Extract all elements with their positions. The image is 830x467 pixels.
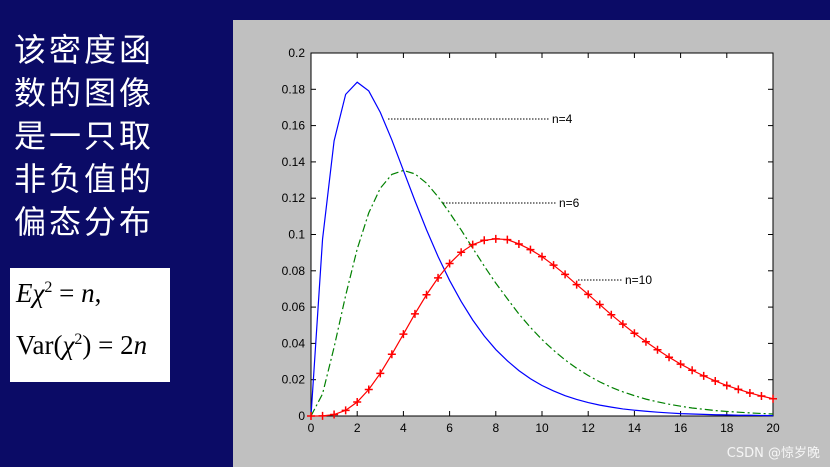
series-marker (526, 245, 535, 254)
x-tick-label: 4 (400, 421, 407, 435)
series-line (310, 81, 774, 417)
x-tick-label: 18 (720, 421, 734, 435)
series-marker (734, 385, 743, 394)
x-tick-label: 6 (446, 421, 453, 435)
series-marker (607, 310, 616, 319)
y-tick-label: 0.02 (282, 373, 306, 387)
y-tick-label: 0.04 (282, 336, 306, 350)
x-tick-label: 14 (628, 421, 642, 435)
series-marker (665, 353, 674, 362)
series-marker (561, 270, 570, 279)
x-tick-label: 20 (766, 421, 780, 435)
side-line: 数的图像 (14, 74, 155, 112)
x-tick-label: 2 (354, 421, 361, 435)
series-marker (538, 252, 546, 261)
side-line: 是一只取 (14, 117, 155, 155)
series-marker (711, 376, 720, 385)
series-marker (572, 280, 581, 289)
formula-box: Eχ2 = n, Var(χ2) = 2n (10, 268, 170, 382)
series-marker (434, 273, 443, 282)
y-tick-label: 0.2 (288, 46, 305, 60)
series-marker (757, 392, 766, 401)
plot-area (310, 52, 774, 417)
formula-text: E (16, 278, 33, 308)
y-tick-label: 0 (298, 409, 305, 423)
formula-text: n (133, 330, 148, 360)
series-marker (745, 388, 754, 397)
series-marker (549, 261, 558, 270)
series-marker (330, 410, 339, 419)
y-tick-label: 0.06 (282, 300, 306, 314)
series-marker (618, 320, 627, 329)
series-marker (445, 259, 454, 268)
series-marker (688, 366, 697, 375)
formula-text: = (52, 278, 82, 308)
formula-text: χ (62, 330, 75, 360)
series-marker (584, 290, 593, 299)
formula-text: χ (32, 278, 45, 308)
side-line: 偏态分布 (14, 203, 155, 241)
formula-line: Eχ2 = n, (16, 278, 101, 309)
series-marker (653, 345, 662, 354)
series-marker (769, 394, 777, 403)
series-marker (457, 248, 466, 257)
formula-text: ) = 2 (82, 330, 134, 360)
series-marker (491, 234, 500, 243)
series-marker (399, 330, 408, 339)
series-marker (364, 385, 373, 394)
formula-line: Var(χ2) = 2n (16, 330, 147, 361)
x-tick-label: 12 (582, 421, 596, 435)
series-marker (699, 371, 708, 380)
series-label: n=4 (552, 112, 573, 126)
series-marker (503, 235, 512, 244)
y-tick-label: 0.18 (282, 82, 306, 96)
series-marker (307, 412, 315, 420)
y-tick-label: 0.14 (282, 155, 306, 169)
series-marker (480, 236, 489, 245)
series-label: n=6 (559, 196, 580, 210)
series-marker (722, 381, 731, 390)
series-marker (341, 406, 350, 415)
side-line: 该密度函 (14, 31, 155, 69)
series-marker (376, 369, 385, 378)
series-label: n=10 (625, 273, 652, 287)
y-tick-label: 0.08 (282, 264, 306, 278)
series-marker (630, 329, 639, 338)
series-marker (641, 337, 650, 346)
formula-text: 2 (44, 279, 53, 296)
y-tick-label: 0.12 (282, 191, 306, 205)
y-tick-label: 0.1 (288, 228, 305, 242)
formula-text: n (81, 278, 95, 308)
series-marker (387, 350, 396, 359)
series-marker (410, 309, 419, 318)
series-marker (353, 398, 362, 407)
y-tick-label: 0.16 (282, 119, 306, 133)
formula-text: 2 (74, 331, 83, 348)
series-line (310, 169, 774, 417)
series-marker (318, 411, 327, 420)
series-marker (595, 300, 604, 309)
series-marker (468, 240, 477, 249)
watermark: CSDN @惊岁晚 (726, 446, 820, 461)
x-tick-label: 16 (674, 421, 688, 435)
formula-text: Var( (16, 330, 63, 360)
x-tick-label: 10 (535, 421, 549, 435)
series-marker (676, 360, 685, 369)
series-marker (422, 290, 431, 299)
x-tick-label: 0 (308, 421, 315, 435)
x-tick-label: 8 (492, 421, 499, 435)
side-line: 非负值的 (14, 160, 155, 198)
formula-text: , (94, 278, 102, 308)
series-marker (514, 239, 523, 248)
